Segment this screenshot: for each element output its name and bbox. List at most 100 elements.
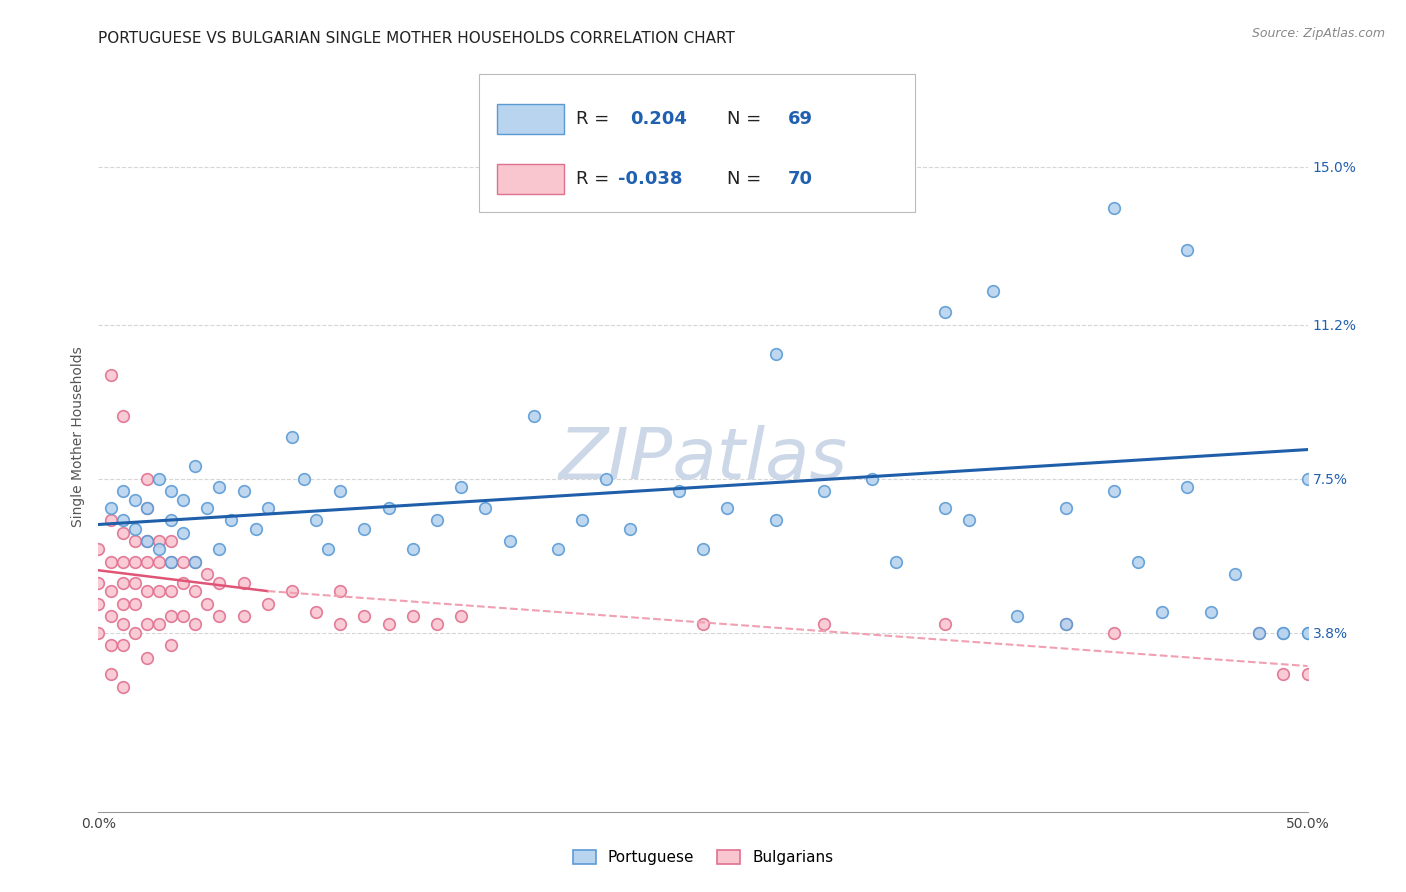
FancyBboxPatch shape <box>498 103 564 134</box>
Point <box>1152 605 1174 619</box>
Point <box>135 584 157 599</box>
Text: 70: 70 <box>787 169 813 187</box>
Point <box>111 617 134 632</box>
Point <box>813 484 835 499</box>
Point <box>1272 625 1295 640</box>
Point <box>402 542 425 557</box>
Point <box>208 542 231 557</box>
Point <box>100 368 122 382</box>
Point <box>148 542 170 557</box>
Point <box>1054 617 1077 632</box>
Point <box>148 472 170 486</box>
Point <box>886 555 908 569</box>
Point <box>329 584 352 599</box>
Point <box>87 597 110 611</box>
Point <box>172 555 194 569</box>
Point <box>668 484 690 499</box>
Text: R =: R = <box>576 110 614 128</box>
Point <box>172 609 194 624</box>
Point <box>124 534 146 549</box>
Point <box>100 667 122 681</box>
Point <box>860 472 883 486</box>
Text: N =: N = <box>727 169 768 187</box>
Point <box>547 542 569 557</box>
Point <box>184 555 207 569</box>
Point <box>305 513 328 527</box>
Text: -0.038: -0.038 <box>619 169 683 187</box>
Point <box>619 522 641 536</box>
Point <box>232 575 254 590</box>
Point <box>100 513 122 527</box>
FancyBboxPatch shape <box>498 163 564 194</box>
Point <box>353 609 375 624</box>
Point <box>160 513 183 527</box>
Point <box>1102 625 1125 640</box>
Point <box>160 584 183 599</box>
Point <box>100 609 122 624</box>
Point <box>765 513 787 527</box>
Point <box>1249 625 1271 640</box>
Point <box>111 597 134 611</box>
Point <box>450 609 472 624</box>
Point <box>124 522 146 536</box>
Point <box>1296 625 1319 640</box>
Point <box>292 472 315 486</box>
Point <box>281 430 304 444</box>
Point <box>135 500 157 515</box>
Point <box>716 500 738 515</box>
Point <box>160 555 183 569</box>
Point <box>1175 480 1198 494</box>
Text: Source: ZipAtlas.com: Source: ZipAtlas.com <box>1251 27 1385 40</box>
Text: 69: 69 <box>787 110 813 128</box>
Point <box>124 492 146 507</box>
Point <box>595 472 617 486</box>
Point <box>148 534 170 549</box>
Point <box>1296 625 1319 640</box>
Point <box>1054 500 1077 515</box>
Point <box>316 542 339 557</box>
Y-axis label: Single Mother Households: Single Mother Households <box>72 347 86 527</box>
Point <box>195 597 218 611</box>
Point <box>305 605 328 619</box>
Point <box>172 575 194 590</box>
Point <box>523 409 546 424</box>
Text: 0.204: 0.204 <box>630 110 688 128</box>
Point <box>813 617 835 632</box>
Point <box>1054 617 1077 632</box>
Point <box>232 484 254 499</box>
Point <box>111 484 134 499</box>
Point <box>87 542 110 557</box>
Point <box>124 625 146 640</box>
Point <box>148 584 170 599</box>
Point <box>1007 609 1029 624</box>
Legend: Portuguese, Bulgarians: Portuguese, Bulgarians <box>567 844 839 871</box>
Point <box>353 522 375 536</box>
Point <box>172 492 194 507</box>
Point <box>111 555 134 569</box>
Point <box>195 567 218 582</box>
Point <box>111 680 134 694</box>
Point <box>148 555 170 569</box>
Point <box>1272 625 1295 640</box>
Point <box>402 609 425 624</box>
Point <box>474 500 496 515</box>
Point <box>135 472 157 486</box>
Point <box>135 500 157 515</box>
Point <box>377 500 399 515</box>
Point <box>135 617 157 632</box>
Point <box>1249 625 1271 640</box>
Point <box>1223 567 1246 582</box>
Text: PORTUGUESE VS BULGARIAN SINGLE MOTHER HOUSEHOLDS CORRELATION CHART: PORTUGUESE VS BULGARIAN SINGLE MOTHER HO… <box>98 31 735 46</box>
Point <box>1102 484 1125 499</box>
Point <box>184 555 207 569</box>
Point <box>765 347 787 361</box>
Point <box>426 617 449 632</box>
Point <box>100 584 122 599</box>
Point <box>208 480 231 494</box>
Point <box>135 534 157 549</box>
Point <box>281 584 304 599</box>
Point <box>160 609 183 624</box>
Point <box>148 617 170 632</box>
Point <box>245 522 267 536</box>
Point <box>160 555 183 569</box>
